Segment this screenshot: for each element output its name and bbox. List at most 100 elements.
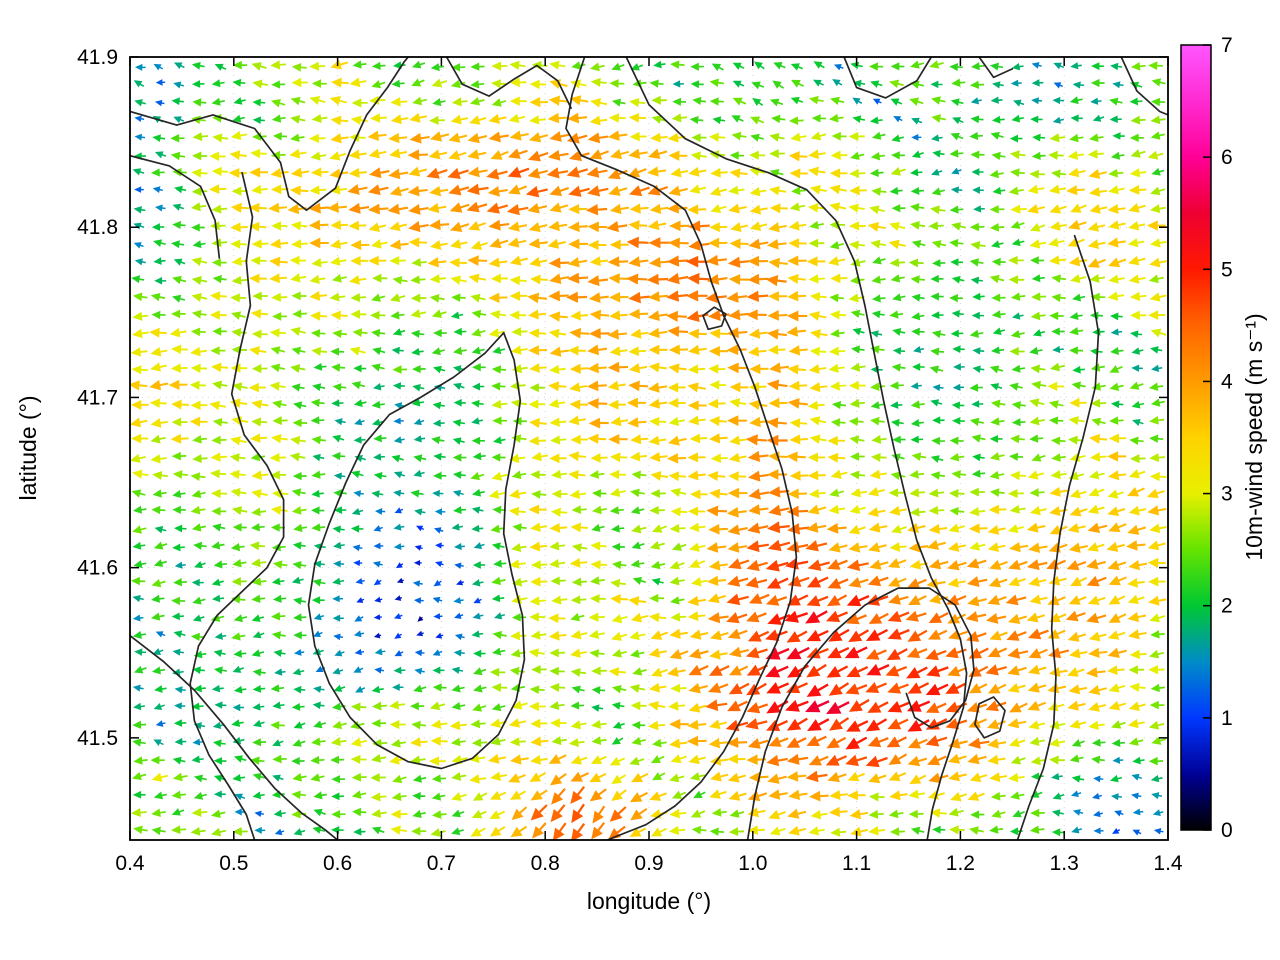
wind-arrow [908, 809, 924, 819]
wind-arrow [1131, 773, 1143, 781]
wind-arrow [290, 221, 308, 231]
wind-arrow [1007, 683, 1026, 693]
wind-arrow [727, 628, 748, 640]
wind-arrow [687, 595, 707, 607]
wind-arrow [1148, 576, 1166, 587]
wind-arrow [191, 61, 205, 70]
wind-arrow [214, 632, 227, 640]
wind-arrow [471, 579, 484, 587]
wind-arrow [334, 649, 345, 657]
wind-arrow [1072, 365, 1085, 374]
wind-arrow [587, 398, 608, 409]
wind-arrow [709, 649, 728, 660]
wind-arrow [909, 507, 926, 517]
wind-arrow [1008, 186, 1024, 196]
wind-arrow [889, 381, 904, 390]
wind-arrow [668, 185, 688, 197]
wind-arrow [506, 204, 529, 216]
wind-arrow [566, 166, 589, 178]
wind-arrow [1011, 400, 1026, 410]
wind-arrow [432, 401, 446, 410]
wind-arrow [528, 701, 546, 712]
wind-arrow [610, 452, 628, 463]
wind-arrow [709, 78, 724, 87]
terrain-contour [974, 696, 1006, 739]
wind-arrow [868, 773, 887, 784]
wind-arrow [1108, 274, 1125, 284]
wind-arrow [1026, 522, 1046, 533]
wind-arrow [1092, 327, 1105, 336]
wind-arrow [806, 683, 829, 697]
wind-arrow [727, 575, 749, 587]
wind-arrow [432, 596, 443, 604]
wind-arrow [987, 542, 1006, 553]
wind-arrow [210, 809, 226, 818]
wind-arrow [271, 221, 288, 231]
wind-arrow [911, 452, 927, 461]
wind-arrow [250, 308, 269, 319]
wind-arrow [947, 753, 967, 764]
wind-arrow [909, 97, 924, 106]
wind-arrow [370, 310, 386, 320]
wind-arrow [153, 63, 164, 71]
wind-arrow [748, 346, 767, 357]
wind-arrow [530, 576, 548, 587]
wind-arrow [371, 400, 385, 409]
wind-arrow [1011, 62, 1024, 71]
wind-arrow [293, 721, 306, 729]
wind-arrow [151, 808, 166, 818]
wind-arrow [272, 701, 285, 710]
wind-arrow [390, 114, 409, 125]
wind-arrow [355, 686, 366, 693]
wind-arrow [746, 702, 769, 714]
wind-arrow [249, 273, 267, 284]
wind-arrow [1129, 330, 1143, 338]
wind-arrow [430, 828, 446, 837]
wind-arrow [973, 205, 985, 213]
wind-arrow [745, 576, 768, 589]
wind-arrow [209, 310, 227, 320]
wind-arrow [191, 578, 204, 587]
wind-arrow [313, 560, 325, 568]
wind-arrow [251, 577, 267, 586]
wind-arrow [630, 506, 645, 515]
wind-arrow [352, 328, 368, 337]
wind-arrow [807, 400, 825, 411]
wind-arrow [367, 130, 387, 141]
wind-arrow [829, 790, 848, 801]
wind-arrow [950, 98, 964, 107]
wind-arrow [510, 345, 528, 355]
wind-arrow [511, 543, 527, 553]
wind-arrow [1108, 185, 1125, 195]
wind-arrow [1067, 631, 1087, 642]
wind-arrow [989, 274, 1005, 284]
wind-arrow [846, 665, 869, 678]
wind-arrow [611, 560, 627, 570]
wind-arrow [765, 275, 787, 287]
wind-arrow [809, 416, 827, 426]
wind-arrow [232, 703, 244, 712]
wind-arrow [453, 398, 466, 407]
wind-arrow [891, 363, 906, 372]
wind-arrow [448, 184, 470, 196]
wind-arrow [570, 668, 587, 677]
wind-arrow [1110, 346, 1124, 356]
wind-arrow [511, 700, 528, 710]
wind-arrow [1032, 329, 1046, 337]
wind-arrow [1087, 504, 1105, 514]
wind-arrow [1149, 434, 1164, 443]
wind-arrow [706, 254, 727, 266]
wind-arrow [611, 684, 627, 694]
wind-arrow [786, 630, 808, 643]
wind-arrow [452, 489, 464, 497]
wind-arrow [192, 132, 209, 142]
wind-arrow [729, 382, 749, 393]
wind-arrow [1011, 418, 1026, 427]
wind-arrow [1132, 829, 1142, 836]
wind-arrow [568, 469, 586, 480]
wind-arrow [393, 417, 404, 425]
wind-arrow [451, 809, 465, 818]
wind-arrow [848, 131, 865, 142]
wind-arrow [1148, 595, 1167, 606]
wind-arrow [889, 542, 907, 552]
